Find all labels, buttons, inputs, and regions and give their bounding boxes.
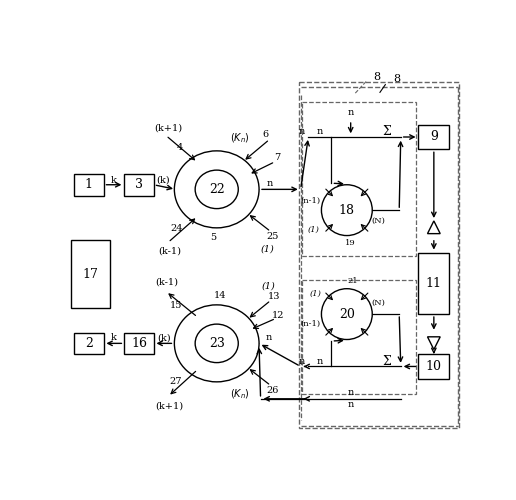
Text: 2: 2	[85, 337, 93, 350]
Circle shape	[321, 288, 372, 340]
Ellipse shape	[195, 324, 238, 362]
Text: 8: 8	[393, 74, 400, 84]
Text: n: n	[267, 180, 273, 188]
Text: (n-1): (n-1)	[301, 320, 321, 328]
Text: 7: 7	[273, 154, 280, 162]
Text: n: n	[265, 334, 271, 342]
Bar	[418, 354, 449, 379]
Text: 8: 8	[373, 72, 380, 82]
Text: 9: 9	[430, 130, 438, 143]
Text: Σ: Σ	[382, 125, 391, 138]
Bar	[418, 124, 449, 150]
Text: 4: 4	[176, 144, 183, 152]
Text: (k+1): (k+1)	[154, 124, 182, 132]
Text: (N): (N)	[372, 300, 385, 308]
Text: n: n	[317, 127, 323, 136]
Text: 25: 25	[266, 232, 279, 241]
Text: n: n	[348, 388, 354, 397]
Text: 27: 27	[169, 376, 182, 386]
Text: (k): (k)	[157, 334, 170, 342]
Text: 10: 10	[426, 360, 442, 373]
Text: (k): (k)	[156, 176, 170, 184]
Bar	[302, 280, 416, 394]
Bar	[124, 174, 154, 196]
Text: 21: 21	[348, 277, 358, 285]
Bar	[124, 332, 154, 354]
Text: 3: 3	[135, 178, 143, 191]
Ellipse shape	[174, 305, 259, 382]
Text: 5: 5	[210, 232, 216, 241]
Text: (1): (1)	[262, 281, 275, 290]
Text: 6: 6	[262, 130, 268, 139]
Bar	[302, 102, 416, 256]
Text: 18: 18	[339, 204, 355, 216]
Bar	[74, 332, 104, 354]
Ellipse shape	[174, 151, 259, 228]
Text: 24: 24	[170, 224, 183, 233]
Text: 16: 16	[131, 337, 147, 350]
Text: Σ: Σ	[382, 354, 391, 368]
Ellipse shape	[195, 170, 238, 208]
Polygon shape	[427, 337, 440, 349]
Text: k: k	[111, 176, 117, 184]
Text: $(K_n)$: $(K_n)$	[230, 388, 250, 401]
Text: (N): (N)	[372, 217, 385, 225]
Text: 12: 12	[272, 311, 284, 320]
Text: k: k	[111, 334, 117, 342]
Text: (1): (1)	[309, 290, 321, 298]
Text: n: n	[317, 356, 323, 366]
Text: 20: 20	[339, 308, 355, 320]
Bar	[71, 240, 110, 308]
Polygon shape	[427, 221, 440, 234]
Text: (k-1): (k-1)	[155, 278, 178, 287]
Text: (1): (1)	[261, 244, 275, 254]
Text: 13: 13	[268, 292, 280, 301]
Bar	[74, 174, 104, 196]
Text: 1: 1	[85, 178, 93, 191]
Text: 19: 19	[345, 240, 356, 248]
Text: (k+1): (k+1)	[155, 401, 183, 410]
Text: n: n	[299, 127, 305, 136]
Text: 11: 11	[426, 277, 442, 290]
Circle shape	[321, 184, 372, 236]
Text: 23: 23	[209, 337, 224, 350]
Bar	[418, 252, 449, 314]
Text: $(K_n)$: $(K_n)$	[230, 132, 250, 145]
Text: n: n	[348, 400, 354, 409]
Text: 14: 14	[214, 291, 227, 300]
Text: 17: 17	[83, 268, 99, 280]
Text: n: n	[348, 108, 354, 117]
Text: (1): (1)	[308, 226, 320, 234]
Text: (k-1): (k-1)	[158, 246, 182, 256]
Text: 22: 22	[209, 183, 224, 196]
Text: 26: 26	[266, 386, 279, 395]
Text: (n-1): (n-1)	[301, 197, 321, 205]
Text: 15: 15	[169, 301, 182, 310]
Text: n: n	[299, 356, 305, 366]
Bar	[299, 82, 459, 428]
